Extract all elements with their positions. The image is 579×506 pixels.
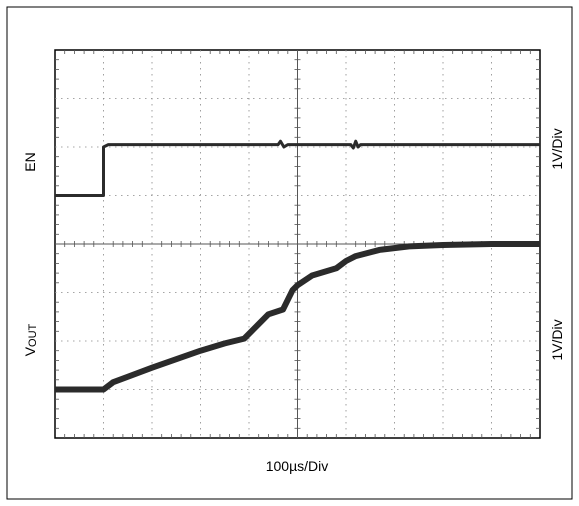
trace-en (55, 139, 540, 197)
vout-channel-sub: OUT (27, 323, 39, 347)
trace-vout (55, 241, 540, 393)
traces (55, 139, 540, 393)
en-scale-label: 1V/Div (549, 128, 565, 169)
vout-channel-label: VOUT (22, 323, 39, 356)
x-axis-label: 100µs/Div (266, 458, 329, 474)
vout-scale-label: 1V/Div (549, 319, 565, 360)
outer-frame (6, 6, 573, 500)
en-channel-label: EN (22, 152, 38, 171)
vout-channel-main: V (22, 346, 38, 356)
